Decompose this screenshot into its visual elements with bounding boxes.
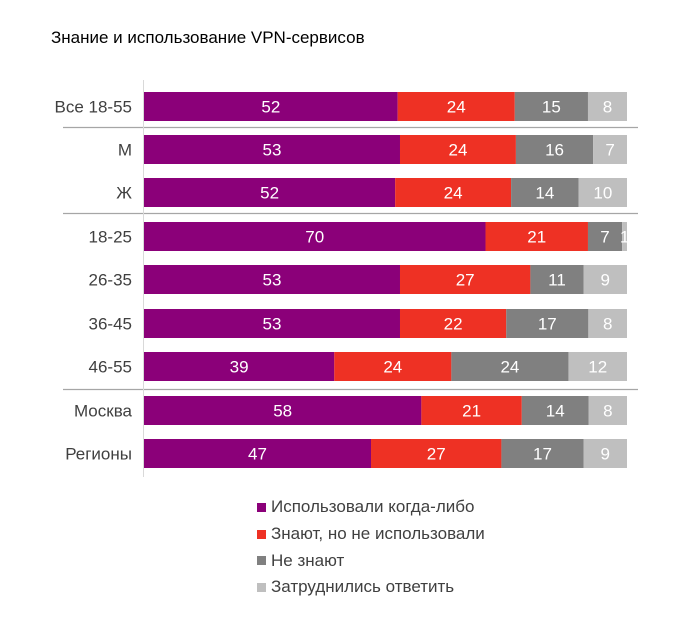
data-label: 8 <box>603 98 612 117</box>
bar-segment <box>144 265 400 294</box>
category-label: Регионы <box>65 445 132 464</box>
legend-item: Знают, но не использовали <box>257 521 485 548</box>
data-label: 24 <box>444 184 463 203</box>
bar-segment <box>587 92 627 121</box>
bar-segment <box>588 309 627 338</box>
bar-segment <box>144 352 335 381</box>
bar-segment <box>144 178 396 207</box>
data-label: 24 <box>500 358 519 377</box>
data-label: 9 <box>601 271 610 290</box>
bar-segment <box>587 222 623 251</box>
bar-segment <box>144 135 400 164</box>
data-label: 21 <box>527 228 546 247</box>
category-label: 26-35 <box>89 271 132 290</box>
data-label: 15 <box>542 98 561 117</box>
bar-segment <box>593 135 627 164</box>
category-labels: Все 18-55 М Ж 18-25 26-35 36-45 46-55 Москва Рег… <box>55 98 133 464</box>
data-label: 12 <box>588 358 607 377</box>
data-label: 24 <box>447 98 466 117</box>
category-label: 36-45 <box>89 315 132 334</box>
category-label: М <box>118 141 132 160</box>
group-separators <box>63 126 638 391</box>
legend-item: Использовали когда-либо <box>257 494 485 521</box>
legend-label: Использовали когда-либо <box>271 497 475 517</box>
bar-segment <box>501 439 584 468</box>
data-label: 47 <box>248 445 267 464</box>
bar-segment <box>506 309 589 338</box>
category-label: 18-25 <box>89 228 132 247</box>
category-label: 46-55 <box>89 358 132 377</box>
legend-swatch-icon <box>257 529 266 539</box>
data-label: 14 <box>535 184 554 203</box>
chart-title: Знание и использование VPN-сервисов <box>51 28 365 47</box>
bar-segment <box>511 178 579 207</box>
data-label: 8 <box>603 402 612 421</box>
bar-segment <box>421 396 522 425</box>
bar-segment <box>515 135 594 164</box>
bar-segment <box>144 439 372 468</box>
data-label: 53 <box>263 271 282 290</box>
category-label: Все 18-55 <box>55 98 133 117</box>
bar-segment <box>588 396 627 425</box>
bar-segment <box>568 352 627 381</box>
bar-segment <box>144 222 486 251</box>
legend-swatch-icon <box>257 502 266 512</box>
data-label: 8 <box>603 315 612 334</box>
data-label: 9 <box>601 445 610 464</box>
data-label: 53 <box>263 141 282 160</box>
bar-segment <box>451 352 569 381</box>
legend-label: Не знают <box>271 550 345 570</box>
data-label: 7 <box>600 228 609 247</box>
category-label: Ж <box>116 184 132 203</box>
data-label: 7 <box>605 141 614 160</box>
data-label: 70 <box>305 228 324 247</box>
legend-swatch-icon <box>257 582 266 592</box>
data-label: 17 <box>538 315 557 334</box>
bar-segment <box>144 92 398 121</box>
bar-segment <box>399 265 531 294</box>
data-label: 22 <box>444 315 463 334</box>
bar-segment <box>397 92 515 121</box>
bar-segment <box>399 135 516 164</box>
data-label: 1 <box>620 228 629 247</box>
legend-item: Не знают <box>257 547 485 574</box>
bar-segment <box>578 178 627 207</box>
data-label: 53 <box>263 315 282 334</box>
bar-segment <box>395 178 512 207</box>
bar-segment <box>485 222 588 251</box>
legend: Использовали когда-либо Знают, но не испо… <box>257 494 485 601</box>
data-label: 24 <box>448 141 467 160</box>
bar-segment <box>583 265 627 294</box>
bar-segment <box>399 309 507 338</box>
data-label: 27 <box>427 445 446 464</box>
data-label: 17 <box>533 445 552 464</box>
bar-segment <box>144 396 422 425</box>
data-label: 21 <box>462 402 481 421</box>
legend-label: Затруднились ответить <box>271 577 455 597</box>
bar-segment <box>371 439 502 468</box>
legend-swatch-icon <box>257 556 266 566</box>
legend-label: Знают, но не использовали <box>271 524 485 544</box>
data-label: 52 <box>260 184 279 203</box>
bar-segment <box>583 439 627 468</box>
data-label: 10 <box>593 184 612 203</box>
data-label: 58 <box>273 402 292 421</box>
category-label: Москва <box>74 402 133 421</box>
data-label: 16 <box>545 141 564 160</box>
bar-segment <box>622 222 627 251</box>
bar-segment <box>334 352 452 381</box>
data-label: 39 <box>230 358 249 377</box>
bar-segment <box>144 309 400 338</box>
data-label: 52 <box>261 98 280 117</box>
bar-segment <box>521 396 589 425</box>
data-label: 14 <box>546 402 565 421</box>
data-label: 11 <box>548 271 566 290</box>
legend-item: Затруднились ответить <box>257 574 485 601</box>
bar-segment <box>514 92 588 121</box>
bar-segment <box>530 265 584 294</box>
data-label: 24 <box>383 358 402 377</box>
data-label: 27 <box>456 271 475 290</box>
